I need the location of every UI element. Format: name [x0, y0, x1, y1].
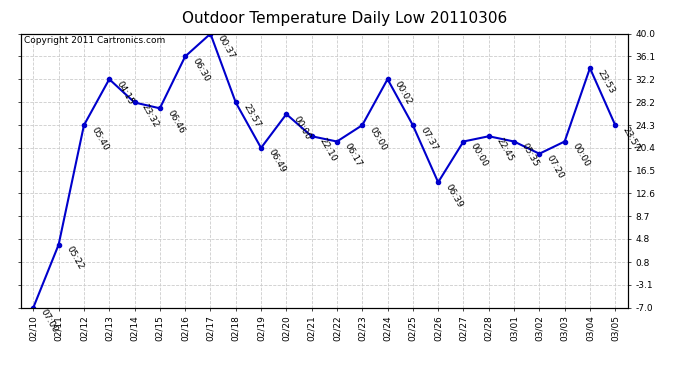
Text: 23:53: 23:53 — [595, 68, 616, 95]
Text: 00:00: 00:00 — [292, 114, 313, 141]
Text: 07:00: 07:00 — [39, 308, 59, 334]
Text: 00:00: 00:00 — [570, 141, 591, 168]
Text: 06:46: 06:46 — [166, 108, 186, 135]
Text: 05:35: 05:35 — [520, 141, 540, 168]
Text: 06:30: 06:30 — [190, 57, 211, 83]
Text: 07:20: 07:20 — [545, 154, 566, 180]
Text: 05:22: 05:22 — [64, 244, 85, 271]
Text: Copyright 2011 Cartronics.com: Copyright 2011 Cartronics.com — [23, 36, 165, 45]
Text: 00:37: 00:37 — [216, 34, 237, 61]
Text: 05:40: 05:40 — [90, 125, 110, 152]
Text: 06:17: 06:17 — [342, 141, 363, 168]
Text: 22:45: 22:45 — [494, 136, 515, 163]
Text: 06:39: 06:39 — [444, 182, 464, 209]
Text: 23:57: 23:57 — [621, 125, 642, 152]
Text: 00:02: 00:02 — [393, 79, 414, 106]
Text: 23:32: 23:32 — [140, 102, 161, 129]
Text: 22:10: 22:10 — [317, 136, 338, 163]
Text: 05:00: 05:00 — [368, 125, 388, 152]
Text: 06:49: 06:49 — [266, 148, 287, 175]
Text: Outdoor Temperature Daily Low 20110306: Outdoor Temperature Daily Low 20110306 — [182, 11, 508, 26]
Text: 00:00: 00:00 — [469, 141, 490, 168]
Text: 23:57: 23:57 — [241, 102, 262, 129]
Text: 07:37: 07:37 — [418, 125, 439, 152]
Text: 04:15: 04:15 — [115, 79, 135, 106]
